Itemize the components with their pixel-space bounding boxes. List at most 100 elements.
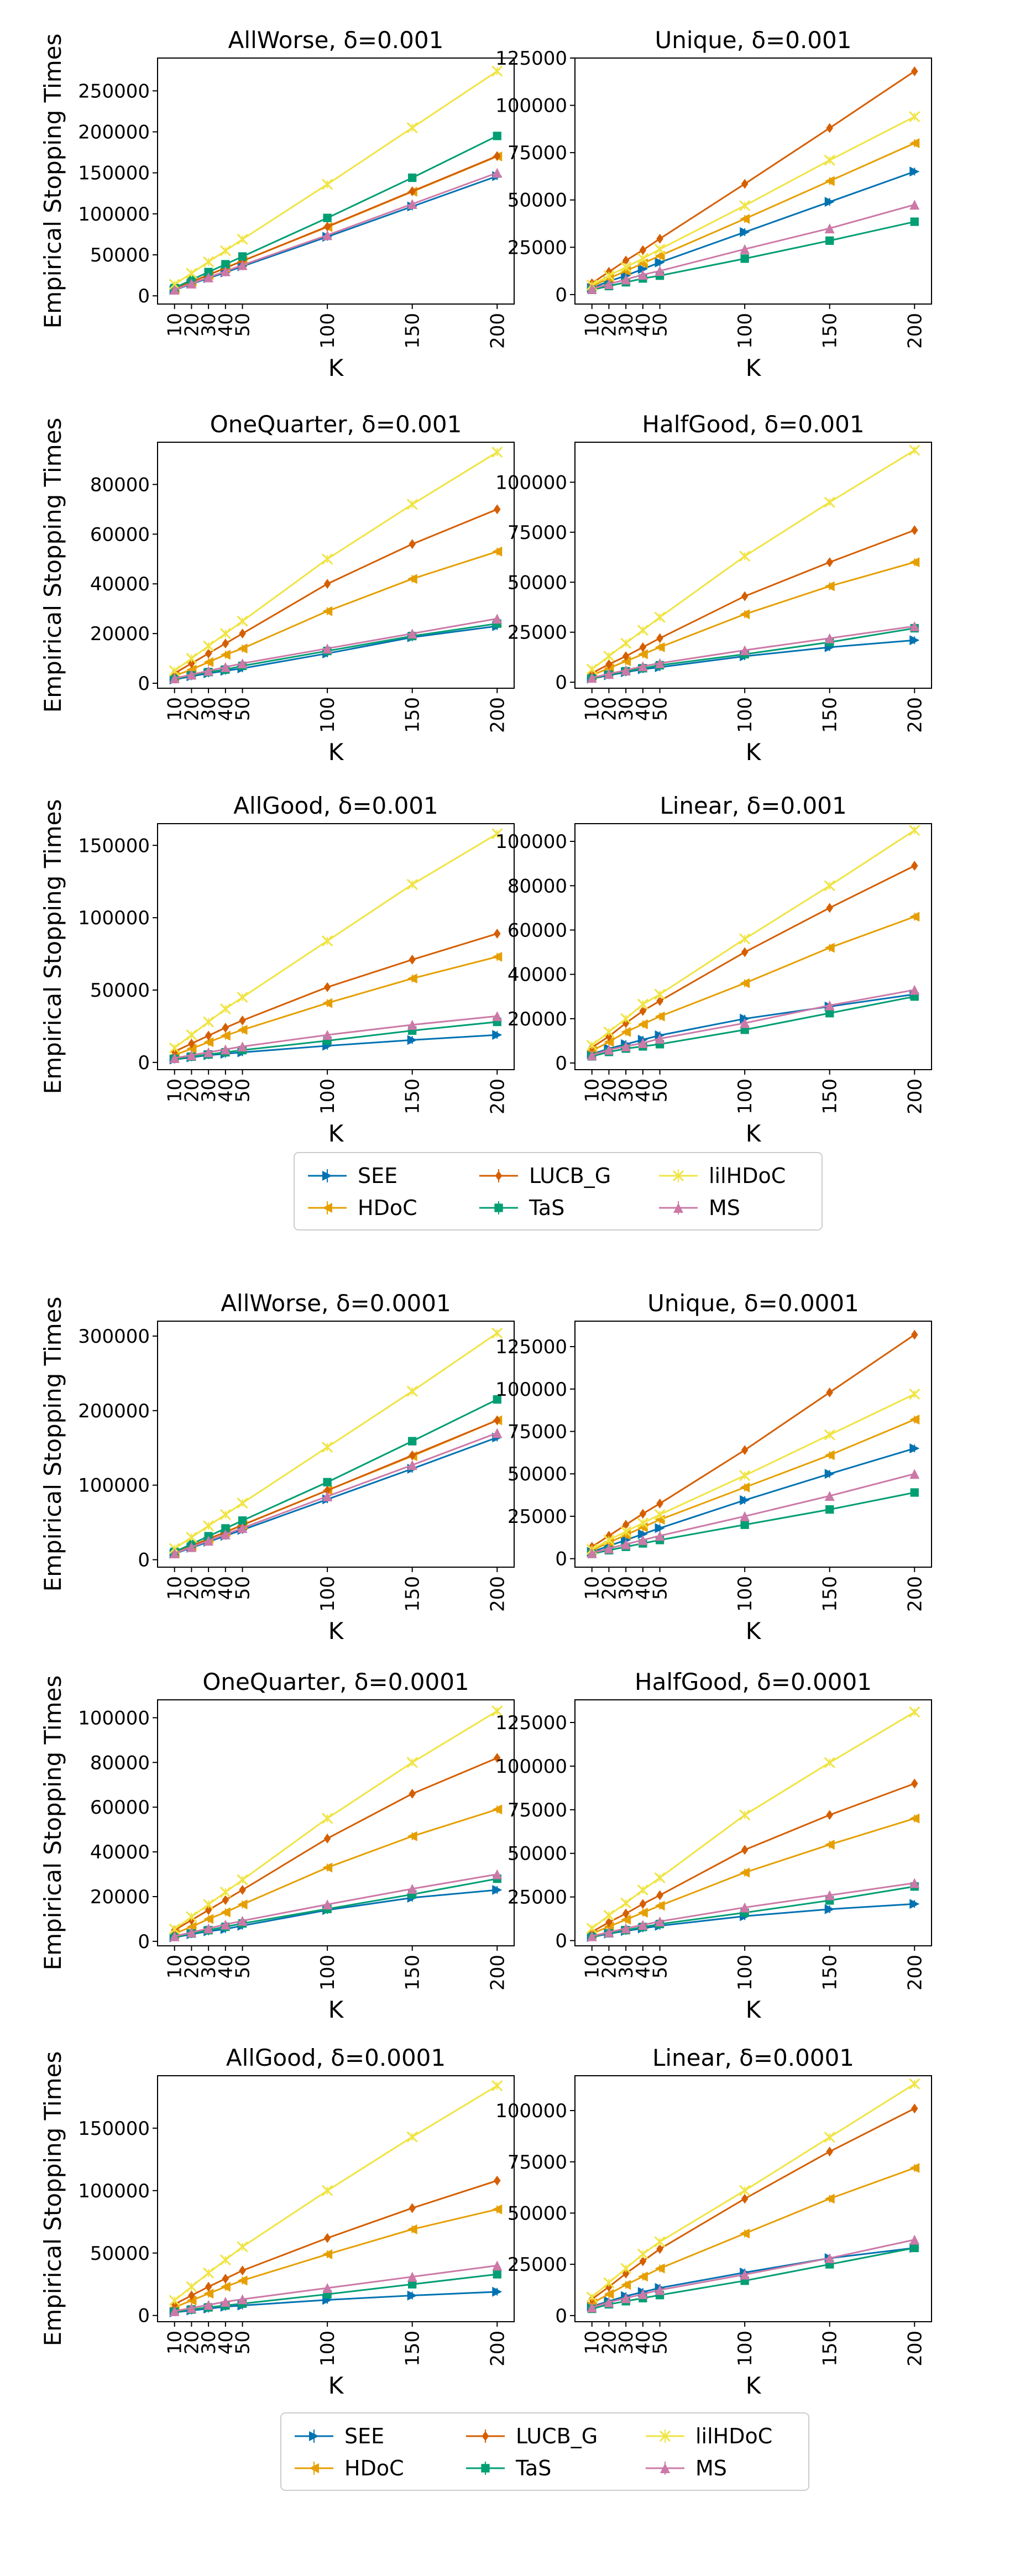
x-tick-label: 20 xyxy=(181,1078,203,1102)
y-tick-label: 0 xyxy=(138,2305,150,2327)
data-point xyxy=(620,261,632,273)
data-point xyxy=(637,2289,648,2299)
data-point xyxy=(740,1495,750,1505)
data-point xyxy=(322,2283,333,2294)
data-point xyxy=(909,635,920,646)
legend-item-tas: TaS xyxy=(466,2456,551,2480)
data-point xyxy=(824,197,835,207)
data-point xyxy=(637,1920,648,1930)
data-point xyxy=(909,1469,920,1479)
legend-item-tas: TaS xyxy=(479,1196,564,1220)
data-point xyxy=(740,1867,750,1878)
y-tick-label: 75000 xyxy=(507,142,567,164)
data-point xyxy=(238,252,247,261)
data-point xyxy=(603,2277,615,2289)
series-line xyxy=(174,1710,498,1930)
data-point xyxy=(322,1441,333,1453)
y-tick-label: 0 xyxy=(138,285,150,307)
chart-title: AllGood, δ=0.0001 xyxy=(226,2044,446,2071)
chart-title: AllWorse, δ=0.0001 xyxy=(221,1290,451,1317)
series-line xyxy=(591,70,915,284)
data-point xyxy=(188,2290,195,2301)
series-lilhdoc xyxy=(586,1706,920,1934)
y-axis-label: Empirical Stopping Times xyxy=(39,2051,66,2347)
data-point xyxy=(909,1388,920,1400)
data-point xyxy=(220,1919,231,1930)
x-tick-label: 200 xyxy=(486,1576,509,1612)
data-point xyxy=(824,2253,835,2264)
data-point xyxy=(205,1030,212,1041)
series-hdoc xyxy=(587,2163,920,2308)
x-axis-label: K xyxy=(746,739,762,766)
chart-title: Unique, δ=0.0001 xyxy=(647,1290,859,1317)
data-point xyxy=(409,186,416,197)
data-point xyxy=(186,669,197,680)
legend-marker xyxy=(322,1171,332,1181)
x-tick-label: 10 xyxy=(582,2331,604,2354)
legend-frame xyxy=(280,2412,809,2491)
data-point xyxy=(186,2281,197,2292)
data-point xyxy=(323,221,331,232)
series-ms xyxy=(169,1869,503,1941)
data-point xyxy=(587,2302,597,2313)
y-tick-label: 125000 xyxy=(495,1712,567,1734)
series-ms xyxy=(587,1469,920,1558)
y-tick-label: 40000 xyxy=(507,964,567,986)
data-point xyxy=(491,1705,503,1717)
legend-item-lucb_g: LUCB_G xyxy=(466,2424,598,2448)
data-point xyxy=(824,633,835,643)
data-point xyxy=(654,1872,666,1883)
data-point xyxy=(237,992,248,1003)
y-tick-label: 60000 xyxy=(90,1797,150,1819)
series-lucb_g xyxy=(588,1778,918,1937)
data-point xyxy=(492,614,503,624)
y-tick-label: 0 xyxy=(555,1053,567,1075)
series-lilhdoc xyxy=(586,2078,920,2303)
x-axis-label: K xyxy=(746,2372,762,2399)
data-point xyxy=(203,256,214,268)
legend-label: HDoC xyxy=(358,1196,417,1220)
data-point xyxy=(654,243,666,255)
data-point xyxy=(323,2233,331,2243)
x-axis-label: K xyxy=(746,354,762,381)
data-point xyxy=(824,1000,835,1010)
series-line xyxy=(174,1873,498,1938)
data-point xyxy=(407,1019,417,1030)
data-point xyxy=(322,553,333,565)
data-point xyxy=(203,272,214,282)
legend-marker xyxy=(660,2463,670,2473)
y-tick-label: 200000 xyxy=(78,122,150,144)
data-point xyxy=(621,1041,631,1051)
data-point xyxy=(740,2269,750,2280)
series-line xyxy=(592,1882,915,1938)
series-line xyxy=(592,142,915,287)
series-ms xyxy=(169,167,503,295)
legend-frame xyxy=(294,1152,823,1231)
x-tick-label: 100 xyxy=(734,1078,756,1114)
data-point xyxy=(205,1905,212,1915)
data-point xyxy=(409,1450,416,1460)
series-line xyxy=(592,625,915,679)
data-point xyxy=(909,2234,920,2245)
series-lilhdoc xyxy=(169,828,503,1054)
legend-marker xyxy=(494,1203,503,1212)
data-point xyxy=(205,648,212,659)
data-point xyxy=(656,996,663,1006)
data-point xyxy=(186,1050,197,1060)
data-point xyxy=(909,1443,920,1454)
legend-label: LUCB_G xyxy=(516,2424,598,2448)
x-tick-label: 30 xyxy=(615,1955,637,1978)
series-see xyxy=(169,1030,503,1065)
data-point xyxy=(741,179,749,189)
data-point xyxy=(655,1011,665,1022)
data-point xyxy=(655,257,665,268)
x-tick-label: 20 xyxy=(598,2331,620,2354)
x-tick-label: 30 xyxy=(198,313,220,337)
data-point xyxy=(587,1548,597,1558)
x-tick-label: 50 xyxy=(650,313,672,337)
x-tick-label: 150 xyxy=(819,697,841,733)
data-point xyxy=(909,1415,920,1425)
y-tick-label: 125000 xyxy=(495,1336,567,1358)
x-tick-label: 40 xyxy=(215,313,237,337)
